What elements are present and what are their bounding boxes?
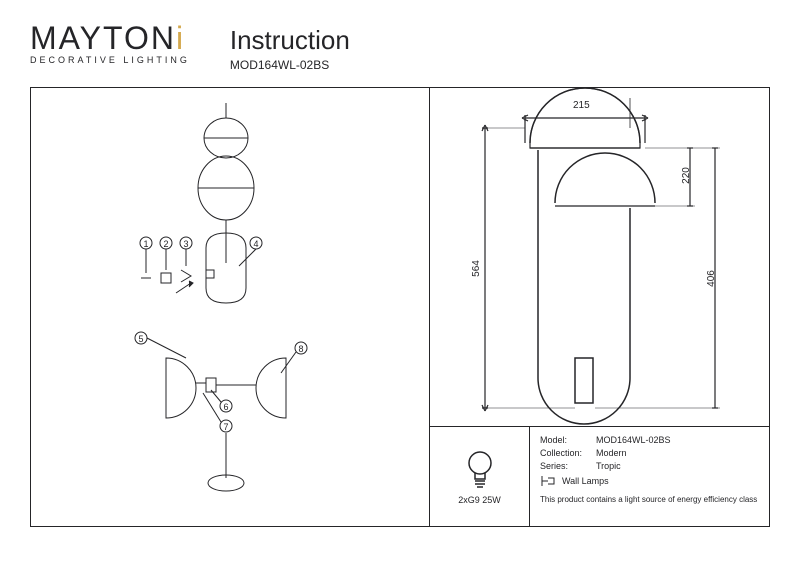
svg-text:4: 4: [253, 239, 258, 249]
model-code: MOD164WL-02BS: [230, 58, 350, 72]
spec-value: MOD164WL-02BS: [596, 435, 671, 445]
dim-height-total: 564: [471, 260, 482, 277]
spec-value: Modern: [596, 448, 627, 458]
brand-logo: MAYTONi DECORATIVE LIGHTING: [30, 20, 190, 65]
main-frame: 1 2 3 4: [30, 87, 770, 527]
svg-text:6: 6: [223, 402, 228, 412]
spec-value: Wall Lamps: [562, 476, 609, 486]
svg-text:7: 7: [223, 422, 228, 432]
dimension-panel: 215 564 220 406: [430, 88, 769, 427]
dimension-diagram: [430, 88, 768, 426]
bulb-box: 2xG9 25W: [430, 427, 530, 526]
svg-text:3: 3: [183, 239, 188, 249]
bulb-icon: [466, 449, 494, 491]
right-panel: 215 564 220 406 2xG: [430, 88, 769, 526]
spec-label: Model:: [540, 435, 590, 445]
title-block: Instruction MOD164WL-02BS: [230, 25, 350, 72]
brand-letter: AYTON: [59, 20, 176, 56]
header: MAYTONi DECORATIVE LIGHTING Instruction …: [30, 20, 770, 72]
dim-height-dome: 220: [681, 167, 692, 184]
spec-note: This product contains a light source of …: [540, 495, 759, 505]
bulb-spec: 2xG9 25W: [458, 495, 501, 505]
brand-accent-letter: i: [176, 20, 185, 56]
assembly-panel: 1 2 3 4: [31, 88, 430, 526]
svg-text:2: 2: [163, 239, 168, 249]
brand-letter: M: [30, 20, 59, 56]
page-title: Instruction: [230, 25, 350, 56]
dim-width: 215: [573, 100, 590, 111]
assembly-diagram: 1 2 3 4: [31, 88, 429, 526]
spec-label: Collection:: [540, 448, 590, 458]
spec-box: Model: MOD164WL-02BS Collection: Modern …: [530, 427, 769, 526]
spec-value: Tropic: [596, 461, 621, 471]
brand-tagline: DECORATIVE LIGHTING: [30, 55, 190, 65]
svg-text:5: 5: [138, 334, 143, 344]
wall-lamp-icon: [540, 474, 556, 488]
spec-label: Series:: [540, 461, 590, 471]
spec-row-type: Wall Lamps: [540, 474, 759, 488]
svg-text:1: 1: [143, 239, 148, 249]
info-row: 2xG9 25W Model: MOD164WL-02BS Collection…: [430, 427, 769, 526]
dim-height-inner: 406: [706, 270, 717, 287]
spec-row-series: Series: Tropic: [540, 461, 759, 471]
spec-row-collection: Collection: Modern: [540, 448, 759, 458]
svg-text:8: 8: [298, 344, 303, 354]
brand-name: MAYTONi: [30, 20, 190, 57]
spec-row-model: Model: MOD164WL-02BS: [540, 435, 759, 445]
